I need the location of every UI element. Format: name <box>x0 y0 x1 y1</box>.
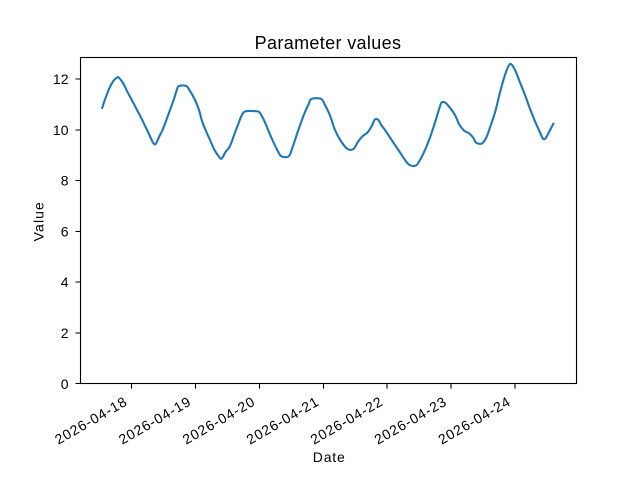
svg-text:0: 0 <box>61 376 69 392</box>
svg-text:6: 6 <box>61 223 69 239</box>
svg-text:Parameter values: Parameter values <box>255 33 402 53</box>
svg-text:Value: Value <box>30 201 46 241</box>
svg-text:4: 4 <box>61 274 69 290</box>
svg-text:10: 10 <box>53 122 69 138</box>
svg-text:2: 2 <box>61 325 69 341</box>
svg-text:8: 8 <box>61 173 69 189</box>
svg-text:Date: Date <box>313 449 346 465</box>
svg-text:12: 12 <box>53 71 69 87</box>
